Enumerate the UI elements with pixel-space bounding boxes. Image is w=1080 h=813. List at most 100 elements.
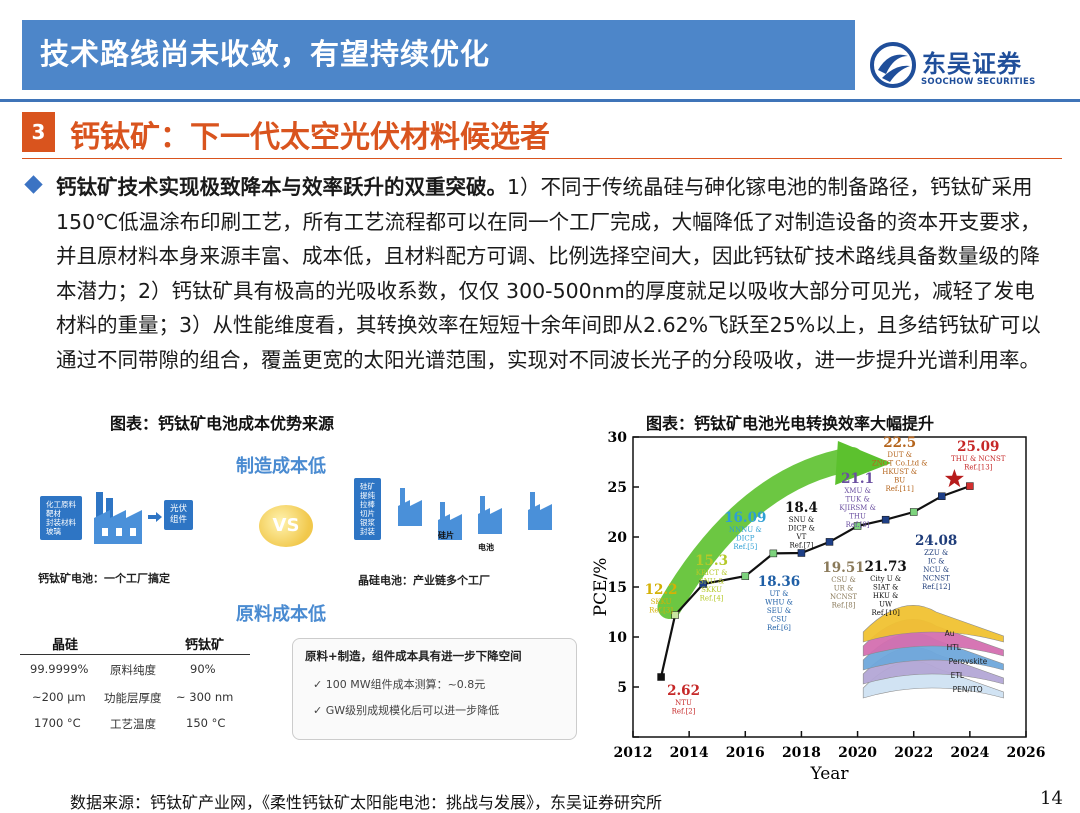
y-tick-label: 25 [608, 480, 627, 496]
y-axis-label: PCE/% [591, 558, 611, 617]
data-label: 16.09 [724, 510, 766, 526]
data-label-affiliation: DUT & [887, 451, 912, 459]
x-tick-label: 2026 [1007, 745, 1046, 761]
data-label-affiliation: City U & [870, 575, 901, 583]
x-tick-label: 2016 [726, 745, 765, 761]
data-label-affiliation: SEU & [767, 607, 791, 615]
data-label-affiliation: CSU [771, 616, 787, 624]
data-label-affiliation: HKU & [873, 592, 898, 600]
data-point [881, 515, 890, 524]
data-label-affiliation: KJIRSM & [839, 504, 876, 512]
data-label-affiliation: Ref.[11] [885, 485, 914, 493]
data-point [825, 538, 834, 546]
data-label-affiliation: NNNU & [729, 526, 762, 534]
device-layer-label: ETL [951, 671, 965, 680]
data-label-affiliation: UT & [769, 590, 788, 598]
data-label-affiliation: HKUST & [882, 468, 917, 476]
data-point [909, 508, 918, 516]
data-label-affiliation: Ref.[4] [700, 595, 724, 603]
arrow-right-icon [148, 512, 162, 522]
data-label: 21.1 [841, 471, 874, 487]
data-label-affiliation: XMU & [844, 487, 871, 495]
efficiency-line [659, 485, 971, 678]
section-number: 3 [22, 112, 55, 152]
y-tick-label: 10 [608, 630, 628, 646]
x-tick-label: 2020 [838, 745, 877, 761]
device-layer-label: HTL [947, 643, 962, 652]
trend-arrow [657, 447, 864, 619]
y-tick-label: 15 [608, 580, 627, 596]
data-label-affiliation: SNU & [789, 516, 814, 524]
data-label-affiliation: VT [796, 533, 807, 541]
data-label-affiliation: UW [879, 601, 893, 609]
footer-source: 数据来源：钙钛矿产业网，《柔性钙钛矿太阳能电池：挑战与发展》，东吴证券研究所 [70, 793, 663, 812]
cost-box-item: ✓ GW级别成规模化后可以进一步降低 [313, 704, 500, 717]
data-label-affiliation: SKKU [651, 598, 672, 606]
data-label-affiliation: DICP & [788, 525, 815, 533]
x-tick-label: 2012 [614, 745, 653, 761]
data-point [769, 549, 778, 558]
material-cost-heading: 原料成本低 [236, 604, 326, 625]
x-tick-label: 2022 [894, 745, 933, 761]
paragraph-body: 1）不同于传统晶硅与砷化镓电池的制备路径，钙钛矿采用150℃低温涂布印刷工艺，所… [56, 175, 1041, 372]
logo-english-name: SOOCHOW SECURITIES [921, 77, 1036, 87]
data-label-affiliation: NTU [675, 699, 692, 707]
left-figure-caption: 图表：钙钛矿电池成本优势来源 [110, 414, 335, 433]
factories-icon [398, 488, 552, 540]
data-label: 18.36 [758, 574, 800, 590]
silicon-chain-diagram: 硅矿 提纯 拉棒 切片 银浆 封装 硅片 电池 [354, 478, 574, 564]
perovskite-diagram-label: 钙钛矿电池：一个工厂搞定 [38, 572, 170, 585]
factory-icon [94, 492, 142, 544]
table-cell: ~200 μm [32, 690, 86, 704]
data-label-affiliation: Ref.[12] [922, 583, 951, 591]
silicon-step-wafer: 硅片 [438, 531, 454, 540]
data-label-affiliation: UR & [834, 585, 854, 593]
perovskite-factory-diagram: 化工原料 靶材 封装材料 玻璃 光伏 组件 [40, 478, 240, 558]
trend-arrow-head [835, 441, 892, 485]
data-point [699, 580, 707, 588]
paragraph-lead: 钙钛矿技术实现极致降本与效率跃升的双重突破。 [56, 175, 507, 199]
comparison-table: 晶硅 钙钛矿 99.9999% 原料纯度 90% ~200 μm 功能层厚度 ~… [20, 634, 250, 744]
silicon-inputs-box: 硅矿 提纯 拉棒 切片 银浆 封装 [354, 478, 381, 540]
data-label-affiliation: WHU & [765, 599, 793, 607]
table-header-silicon: 晶硅 [52, 638, 79, 653]
data-label-affiliation: Ref.[5] [733, 543, 757, 551]
data-label-affiliation: Ref.[6] [767, 624, 791, 632]
x-tick-label: 2018 [782, 745, 821, 761]
data-point [741, 572, 750, 580]
title-bar [22, 20, 855, 90]
device-layer [862, 605, 1004, 643]
data-label: 24.08 [915, 533, 957, 549]
section-divider [22, 158, 1062, 159]
data-label-affiliation: NCNST [923, 575, 950, 583]
data-label-affiliation: SNU & [699, 578, 724, 586]
y-tick-label: 30 [608, 430, 628, 446]
data-point [657, 673, 665, 681]
data-label-affiliation: KRICT & [696, 569, 728, 577]
data-label: 12.2 [645, 582, 678, 598]
data-point [966, 482, 974, 490]
data-label-affiliation: Ref.[3] [649, 607, 673, 615]
body-paragraph: 钙钛矿技术实现极致降本与效率跃升的双重突破。1）不同于传统晶硅与砷化镓电池的制备… [56, 170, 1048, 377]
data-label-affiliation: ZZU & [924, 549, 948, 557]
data-label-affiliation: BU [894, 477, 905, 485]
data-label-affiliation: Ref.[10] [871, 609, 900, 617]
table-cell: 功能层厚度 [104, 691, 162, 705]
data-label: 25.09 [957, 439, 999, 455]
right-figure-caption: 图表：钙钛矿电池光电转换效率大幅提升 [646, 414, 935, 433]
y-tick-label: 5 [617, 680, 627, 696]
data-label-affiliation: Ref.[7] [789, 542, 813, 550]
table-cell: 99.9999% [30, 662, 89, 676]
data-point [797, 549, 806, 557]
device-layer-label: PEN/ITO [953, 685, 983, 694]
logo-chinese-name: 东吴证券 [922, 50, 1022, 78]
device-layer-label: Au [945, 629, 955, 638]
data-point [671, 611, 679, 619]
data-label-affiliation: SKKU [701, 586, 722, 594]
data-label: 19.51 [822, 560, 864, 576]
data-label-affiliation: Ref.[8] [832, 602, 856, 610]
data-label-affiliation: NCNST [830, 593, 857, 601]
data-point [853, 522, 862, 530]
bullet-diamond-icon [24, 175, 43, 194]
header-divider [0, 99, 1080, 102]
